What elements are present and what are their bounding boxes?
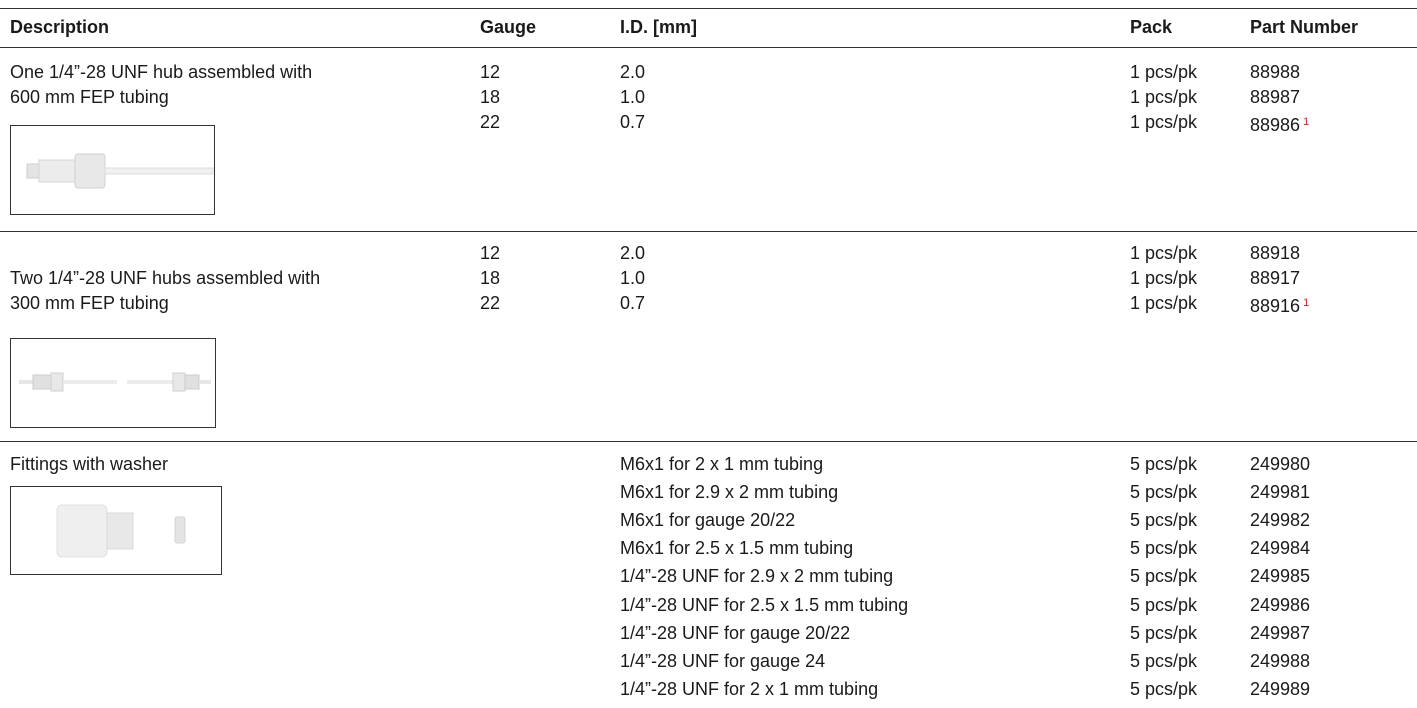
part-cell: 88916 1	[1250, 296, 1310, 316]
product-image	[10, 338, 216, 428]
top-rule	[0, 8, 1417, 9]
pack-cell: 1 pcs/pk	[1130, 293, 1198, 313]
footnote-ref: 1	[1303, 116, 1310, 128]
id-cell: M6x1 for 2 x 1 mm tubing	[620, 454, 824, 474]
part-cell: 88918	[1250, 243, 1301, 263]
pack-cell: 1 pcs/pk	[1130, 87, 1198, 107]
id-cell: 0.7	[620, 112, 646, 132]
pack-cell: 5 pcs/pk	[1130, 622, 1198, 643]
part-cell: 249985	[1250, 566, 1311, 587]
description: Fittings with washer	[10, 454, 169, 474]
hub-illustration	[26, 153, 214, 189]
header-cell: Description	[10, 17, 110, 37]
description: 600 mm FEP tubing	[10, 87, 169, 107]
pack-cell: 1 pcs/pk	[1130, 243, 1198, 263]
pack-cell: 1 pcs/pk	[1130, 62, 1198, 82]
pack-cell: 5 pcs/pk	[1130, 594, 1198, 615]
pack-cell: 5 pcs/pk	[1130, 566, 1198, 587]
part-cell: 249987	[1250, 622, 1311, 643]
header-cell: I.D. [mm]	[620, 17, 698, 37]
footnote-ref: 1	[1303, 297, 1310, 309]
id-cell: 1/4”-28 UNF for gauge 20/22	[620, 622, 851, 643]
id-cell: 1/4”-28 UNF for 2.9 x 2 mm tubing	[620, 566, 894, 587]
section-rule	[0, 441, 1417, 442]
pack-cell: 5 pcs/pk	[1130, 482, 1198, 503]
part-cell: 249986	[1250, 594, 1311, 615]
gauge-cell: 18	[480, 268, 501, 288]
id-cell: 1.0	[620, 87, 646, 107]
pack-cell: 5 pcs/pk	[1130, 454, 1198, 474]
pack-cell: 5 pcs/pk	[1130, 510, 1198, 531]
part-cell: 249989	[1250, 678, 1311, 699]
pack-cell: 5 pcs/pk	[1130, 678, 1198, 699]
header-cell: Gauge	[480, 17, 537, 37]
id-cell: M6x1 for gauge 20/22	[620, 510, 796, 531]
id-cell: 0.7	[620, 293, 646, 313]
pack-cell: 1 pcs/pk	[1130, 268, 1198, 288]
pack-cell: 1 pcs/pk	[1130, 112, 1198, 132]
id-cell: 1/4”-28 UNF for 2 x 1 mm tubing	[620, 678, 879, 699]
description: Two 1/4”-28 UNF hubs assembled with	[10, 268, 321, 288]
id-cell: 1/4”-28 UNF for gauge 24	[620, 650, 826, 671]
gauge-cell: 22	[480, 112, 501, 132]
part-cell: 88986 1	[1250, 115, 1310, 135]
id-cell: 1.0	[620, 268, 646, 288]
fitting-illustration	[56, 504, 186, 558]
product-image	[10, 125, 215, 215]
id-cell: M6x1 for 2.9 x 2 mm tubing	[620, 482, 839, 503]
part-cell: 249980	[1250, 454, 1311, 474]
pack-cell: 5 pcs/pk	[1130, 650, 1198, 671]
part-cell: 249982	[1250, 510, 1311, 531]
section-rule	[0, 231, 1417, 232]
description: One 1/4”-28 UNF hub assembled with	[10, 62, 313, 82]
part-cell: 249981	[1250, 482, 1311, 503]
id-cell: 2.0	[620, 62, 646, 82]
header-cell: Pack	[1130, 17, 1173, 37]
header-cell: Part Number	[1250, 17, 1359, 37]
part-cell: 88987	[1250, 87, 1301, 107]
product-image	[10, 486, 222, 575]
description: 300 mm FEP tubing	[10, 293, 169, 313]
header-rule	[0, 47, 1417, 48]
part-cell: 88917	[1250, 268, 1301, 288]
part-cell: 88988	[1250, 62, 1301, 82]
part-cell: 249984	[1250, 538, 1311, 559]
gauge-cell: 18	[480, 87, 501, 107]
gauge-cell: 12	[480, 62, 501, 82]
id-cell: M6x1 for 2.5 x 1.5 mm tubing	[620, 538, 854, 559]
gauge-cell: 12	[480, 243, 501, 263]
id-cell: 1/4”-28 UNF for 2.5 x 1.5 mm tubing	[620, 594, 909, 615]
id-cell: 2.0	[620, 243, 646, 263]
part-cell: 249988	[1250, 650, 1311, 671]
hubs-illustration	[19, 372, 211, 392]
gauge-cell: 22	[480, 293, 501, 313]
pack-cell: 5 pcs/pk	[1130, 538, 1198, 559]
